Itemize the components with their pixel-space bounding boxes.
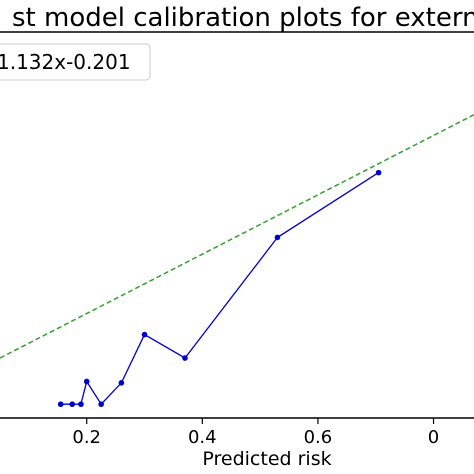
calibration-point [78, 401, 84, 408]
chart-title: st model calibration plots for externa [12, 3, 474, 33]
x-tick-label: 0 [428, 427, 439, 448]
x-ticks: 0.2 0.4 0.6 0 [72, 418, 439, 448]
series-layer [57, 169, 382, 408]
x-axis-label: Predicted risk [202, 448, 331, 470]
calibration-point [141, 331, 148, 338]
reference-line-layer [0, 114, 474, 359]
legend-label: 1.132x-0.201 [0, 50, 131, 74]
x-tick-label: 0.4 [188, 427, 217, 448]
calibration-point [69, 401, 76, 408]
calibration-point [274, 234, 281, 241]
x-tick-label: 0.2 [72, 427, 101, 448]
calibration-point [182, 355, 188, 361]
calibration-point [118, 380, 125, 386]
calibration-point [375, 169, 382, 176]
reference-line [0, 114, 474, 359]
calibration-series-line [60, 172, 379, 406]
calibration-point [57, 401, 64, 408]
x-tick-label: 0.6 [304, 427, 333, 448]
legend-box [0, 43, 151, 81]
calibration-point [98, 401, 104, 408]
calibration-point [83, 378, 90, 385]
